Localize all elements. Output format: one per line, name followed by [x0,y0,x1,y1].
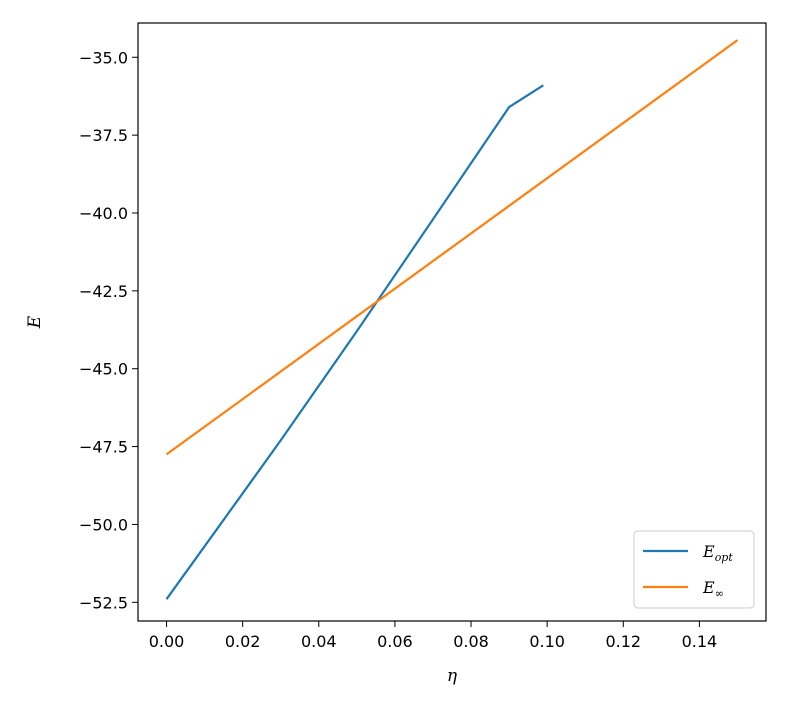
x-tick-label: 0.14 [682,632,718,651]
legend-box [633,530,755,609]
y-tick-label: −47.5 [79,438,128,457]
y-tick-label: −50.0 [79,515,128,534]
ticks-layer: 0.00 0.02 0.04 0.06 0.08 0.10 0.12 0.14 −35.0 −37… [79,48,717,651]
series-line-opt [165,84,544,600]
series-layer [165,39,739,600]
x-tick-label: 0.00 [149,632,185,651]
y-tick-label: −52.5 [79,593,128,612]
x-tick-label: 0.04 [301,632,337,651]
x-axis-label: η [447,666,458,686]
y-tick-label: −35.0 [79,48,128,67]
y-tick-label: −42.5 [79,282,128,301]
legend: Eopt E∞ [633,530,755,609]
x-tick-label: 0.02 [225,632,261,651]
series-line-infinity [165,39,739,456]
y-tick-label: −37.5 [79,126,128,145]
y-tick-label: −45.0 [79,360,128,379]
legend-entry-label: Eopt [702,542,733,564]
plot-frame [137,22,767,622]
y-axis-label: E [25,315,45,329]
x-tick-label: 0.08 [453,632,489,651]
x-tick-label: 0.10 [529,632,565,651]
x-tick-label: 0.06 [377,632,413,651]
legend-entry-label: E∞ [702,578,724,600]
y-tick-label: −40.0 [79,204,128,223]
x-tick-label: 0.12 [605,632,641,651]
